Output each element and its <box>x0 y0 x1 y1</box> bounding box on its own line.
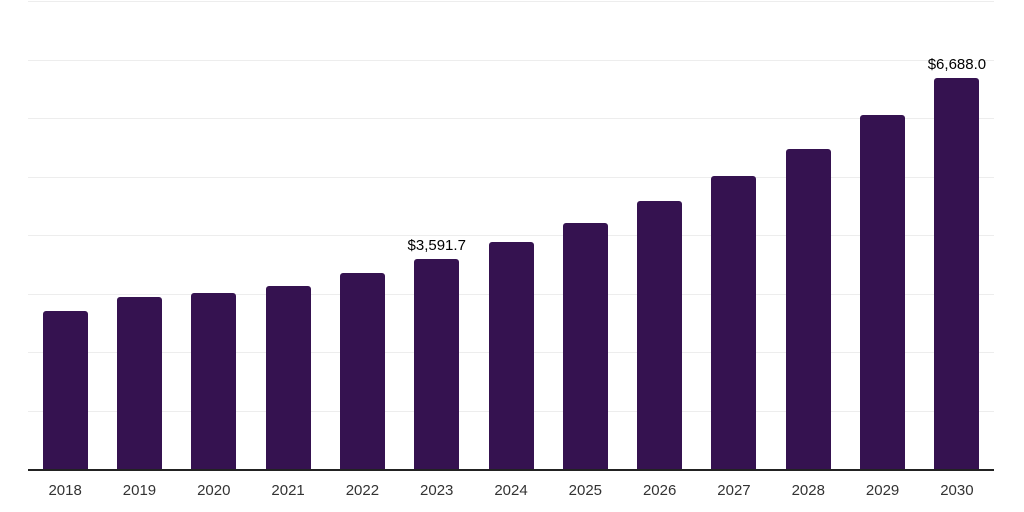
bar-slot-2021 <box>251 1 325 469</box>
bar-2021[interactable] <box>265 285 311 469</box>
gridline-8000 <box>28 1 994 2</box>
gridline-4000 <box>28 235 994 236</box>
x-tick-2020: 2020 <box>197 482 231 499</box>
bar-2026[interactable] <box>637 201 683 469</box>
bars-row: $3,591.7 $6,688.0 <box>28 1 994 469</box>
x-tick-2025: 2025 <box>568 482 603 499</box>
x-tick-2026: 2026 <box>642 482 677 499</box>
x-tick-2018: 2018 <box>48 482 82 499</box>
bar-2019[interactable] <box>116 297 162 469</box>
bar-slot-2020 <box>177 1 251 469</box>
bar-slot-2022 <box>325 1 399 469</box>
plot-area: $3,591.7 $6,688.0 <box>28 1 994 471</box>
x-tick-2021: 2021 <box>271 482 305 499</box>
bar-slot-2018 <box>28 1 102 469</box>
x-tick-2023: 2023 <box>420 482 454 499</box>
x-tick-2027: 2027 <box>717 482 751 499</box>
bar-2028[interactable] <box>785 149 831 469</box>
bar-slot-2029 <box>845 1 919 469</box>
bar-2023[interactable] <box>414 258 460 469</box>
x-tick-2022: 2022 <box>345 482 380 499</box>
gridline-5000 <box>28 176 994 178</box>
x-axis-labels: 2018 2019 2020 2021 2022 2023 2024 2025 2026 2027… <box>28 482 994 500</box>
bar-2018[interactable] <box>42 311 88 469</box>
bar-2020[interactable] <box>191 292 237 469</box>
bar-slot-2023: $3,591.7 <box>400 1 474 469</box>
gridline-7000 <box>28 59 994 61</box>
bar-2025[interactable] <box>562 223 608 469</box>
bar-slot-2019 <box>102 1 176 469</box>
bar-2029[interactable] <box>860 114 906 469</box>
bar-2030[interactable] <box>934 77 980 469</box>
x-tick-2019: 2019 <box>122 482 157 499</box>
bar-2022[interactable] <box>339 273 385 469</box>
x-tick-2029: 2029 <box>865 482 900 499</box>
bar-2024[interactable] <box>488 242 534 469</box>
bar-slot-2027 <box>697 1 771 469</box>
gridline-6000 <box>28 118 994 119</box>
bar-slot-2025 <box>548 1 622 469</box>
data-label-2030: $6,688.0 <box>927 55 987 73</box>
bar-slot-2028 <box>771 1 845 469</box>
bar-slot-2026 <box>623 1 697 469</box>
data-label-2023: $3,591.7 <box>407 236 466 254</box>
bar-slot-2030: $6,688.0 <box>920 1 994 469</box>
x-tick-2028: 2028 <box>791 482 825 499</box>
bar-2027[interactable] <box>711 175 757 469</box>
bar-slot-2024 <box>474 1 548 469</box>
x-tick-2030: 2030 <box>940 482 974 499</box>
x-tick-2024: 2024 <box>494 482 528 499</box>
